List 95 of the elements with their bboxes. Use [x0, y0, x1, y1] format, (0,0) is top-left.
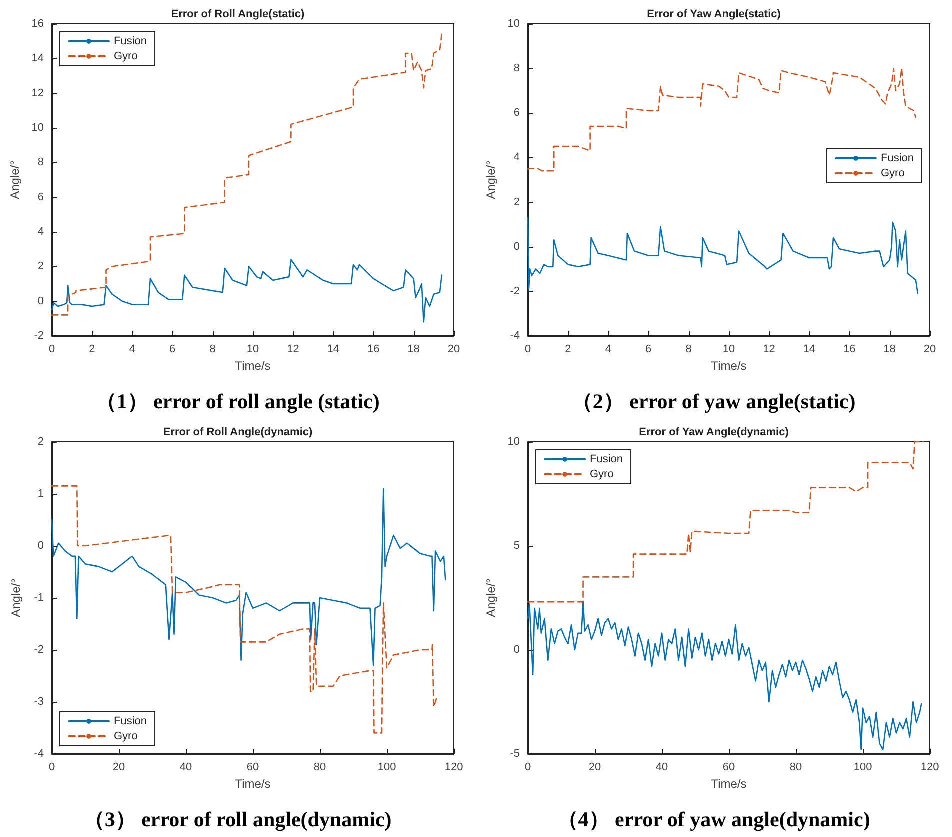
x-tick-label: 2 — [565, 344, 572, 356]
y-tick-label: -4 — [34, 748, 44, 760]
x-tick-label: 60 — [246, 762, 260, 774]
y-tick-label: -5 — [510, 748, 520, 760]
y-tick-label: 5 — [514, 540, 520, 552]
y-tick-label: 10 — [508, 18, 520, 30]
y-axis-title: Angle/° — [484, 578, 498, 618]
x-tick-label: 4 — [605, 344, 612, 356]
line-series — [527, 602, 922, 750]
x-tick-label: 8 — [210, 344, 216, 356]
x-tick-label: 40 — [656, 762, 668, 774]
x-tick-label: 10 — [722, 344, 736, 356]
y-axis-title: Angle/° — [8, 160, 22, 200]
x-tick-label: 0 — [48, 762, 56, 774]
line-series — [51, 488, 446, 666]
legend-label: Fusion — [880, 152, 914, 164]
y-tick-label: 16 — [32, 18, 44, 30]
x-tick-label: 60 — [722, 762, 736, 774]
y-tick-label: 0 — [514, 644, 520, 656]
y-axis-title: Angle/° — [484, 160, 498, 200]
chart-title: Error of Yaw Angle(static) — [647, 8, 782, 20]
y-tick-label: 0 — [38, 295, 44, 308]
x-tick-label: 12 — [763, 344, 776, 356]
y-tick-label: 2 — [38, 436, 44, 448]
y-tick-label: -3 — [34, 696, 44, 708]
x-tick-label: 14 — [803, 344, 816, 356]
x-axis-title: Time/s — [235, 776, 271, 791]
text: （1） error of roll angle (static) — [96, 390, 380, 414]
x-tick-label: 40 — [180, 762, 192, 774]
legend-label: Fusion — [114, 36, 148, 48]
y-axis-title: Angle/° — [9, 578, 23, 618]
y-tick-label: 6 — [514, 107, 520, 120]
x-tick-label: 20 — [588, 762, 602, 774]
y-tick-label: -2 — [510, 285, 520, 298]
x-axis-title: Time/s — [711, 358, 747, 373]
line-series — [51, 259, 443, 323]
y-tick-label: -2 — [34, 644, 44, 656]
chart-title: Error of Roll Angle(static) — [171, 8, 306, 20]
x-tick-label: 20 — [448, 344, 460, 356]
x-axis-title: Time/s — [235, 358, 271, 373]
x-tick-label: 18 — [408, 344, 420, 356]
y-tick-label: -2 — [34, 330, 44, 342]
y-tick-label: 8 — [38, 156, 44, 169]
x-tick-label: 6 — [170, 344, 176, 356]
y-tick-label: 4 — [38, 226, 44, 238]
y-tick-label: 0 — [514, 240, 520, 253]
legend-label: Gyro — [880, 168, 905, 180]
x-tick-label: 80 — [314, 762, 326, 774]
x-tick-label: 16 — [843, 344, 856, 356]
y-tick-label: 8 — [514, 62, 520, 75]
legend-label: Fusion — [590, 454, 624, 466]
y-tick-label: 1 — [38, 488, 44, 500]
legend-label: Gyro — [114, 730, 138, 742]
y-tick-label: 10 — [508, 436, 520, 448]
y-tick-label: 12 — [32, 87, 44, 100]
x-tick-label: 0 — [524, 762, 532, 774]
line-series — [527, 441, 924, 603]
y-tick-label: 2 — [38, 260, 44, 273]
x-tick-label: 20 — [924, 344, 936, 356]
x-tick-label: 12 — [287, 344, 300, 356]
line-series — [527, 217, 919, 294]
chart-title: Error of Yaw Angle(dynamic) — [639, 426, 790, 438]
x-tick-label: 10 — [246, 344, 260, 356]
y-tick-label: -4 — [510, 330, 520, 342]
x-axis-title: Time/s — [711, 776, 747, 791]
x-tick-label: 14 — [327, 344, 340, 356]
x-tick-label: 18 — [884, 344, 896, 356]
x-tick-label: 0 — [48, 344, 56, 356]
chart-title: Error of Roll Angle(dynamic) — [163, 426, 313, 438]
y-tick-label: 0 — [38, 540, 44, 552]
x-tick-label: 80 — [790, 762, 802, 774]
x-tick-label: 8 — [686, 344, 692, 356]
legend-label: Fusion — [114, 716, 148, 728]
y-tick-label: 6 — [38, 191, 44, 204]
x-tick-label: 0 — [524, 344, 532, 356]
y-tick-label: 4 — [514, 152, 520, 164]
x-tick-label: 2 — [89, 344, 96, 356]
text: （2） error of yaw angle(static) — [572, 390, 856, 414]
y-tick-label: 14 — [32, 52, 44, 65]
y-tick-label: -1 — [34, 592, 44, 604]
text: （3） error of roll angle(dynamic) — [84, 808, 392, 832]
legend-label: Gyro — [590, 468, 614, 480]
x-tick-label: 16 — [367, 344, 380, 356]
x-tick-label: 6 — [646, 344, 652, 356]
x-tick-label: 120 — [444, 762, 464, 774]
x-tick-label: 100 — [854, 762, 872, 774]
x-tick-label: 20 — [112, 762, 126, 774]
line-series — [51, 34, 443, 316]
y-tick-label: 2 — [514, 196, 520, 208]
x-tick-label: 4 — [129, 344, 136, 356]
text: （4） error of yaw angle(dynamic) — [557, 808, 870, 832]
x-tick-label: 120 — [920, 762, 940, 774]
x-tick-label: 100 — [378, 762, 396, 774]
y-tick-label: 10 — [32, 122, 44, 134]
legend-label: Gyro — [114, 50, 138, 62]
